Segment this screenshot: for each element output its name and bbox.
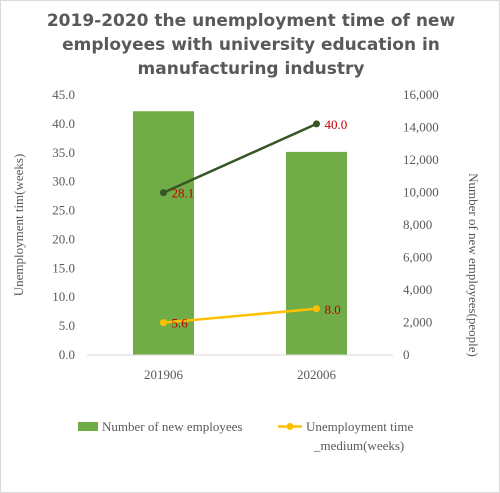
x-tick-label: 201906 [144,367,184,382]
y-right-axis-title: Number of new employees(people) [466,173,481,357]
bar [133,111,194,355]
y-left-tick-label: 40.0 [52,116,75,131]
legend-label-line-2: _medium(weeks) [314,438,405,453]
chart-plot: 0.0 5.0 10.0 15.0 20.0 25.0 30.0 35.0 40.0 45.0 0… [11,87,481,382]
y-right-tick-label: 16,000 [403,87,439,102]
y-left-tick-label: 25.0 [52,203,75,218]
data-label: 8.0 [325,302,341,317]
y-left-tick-label: 45.0 [52,87,75,102]
y-right-tick-label: 8,000 [403,217,432,232]
y-right-tick-label: 6,000 [403,250,432,265]
y-right-tick-label: 12,000 [403,152,439,167]
bar-series [133,111,347,355]
y-right-tick-label: 2,000 [403,315,432,330]
series-point [313,305,320,313]
legend-item-bars: Number of new employees [76,417,242,436]
chart-title: 2019-2020 the unemployment time of new e… [46,11,456,79]
series-line [162,122,318,194]
line-series: 28.1 40.0 5.6 8.0 [160,117,347,331]
y-left-tick-label: 10.0 [52,289,75,304]
y-left-axis-ticks: 0.0 5.0 10.0 15.0 20.0 25.0 30.0 35.0 40.0 45.0 [52,87,75,362]
series-point [160,319,167,327]
legend: Number of new employees Unemployment tim… [76,417,476,461]
y-left-tick-label: 5.0 [59,318,75,333]
y-left-axis-title: Unemployment tim(weeks) [11,154,26,297]
legend-swatch-line [278,423,302,430]
legend-label-bars: Number of new employees [102,419,243,434]
bar [286,151,347,355]
series-line [163,307,317,324]
y-right-tick-label: 14,000 [403,120,439,135]
x-tick-label: 202006 [297,367,337,382]
y-right-tick-label: 10,000 [403,185,439,200]
y-left-tick-label: 35.0 [52,145,75,160]
y-right-tick-label: 0 [403,347,410,362]
legend-swatch-bar [78,422,98,431]
y-left-tick-label: 30.0 [52,174,75,189]
x-axis-ticks: 201906 202006 [144,367,337,382]
legend-item-line: Unemployment time _medium(weeks) [276,417,413,455]
y-left-tick-label: 0.0 [59,347,75,362]
y-right-axis-ticks: 0 2,000 4,000 6,000 8,000 10,000 12,000 14,000 1… [403,87,439,362]
y-right-tick-label: 4,000 [403,282,432,297]
data-label: 5.6 [172,316,189,331]
legend-label-line-1: Unemployment time [306,419,414,434]
data-label: 40.0 [325,117,348,132]
series-point [160,189,167,197]
data-label: 28.1 [172,186,195,201]
y-left-tick-label: 20.0 [52,231,75,246]
y-left-tick-label: 15.0 [52,260,75,275]
series-point [313,120,320,128]
